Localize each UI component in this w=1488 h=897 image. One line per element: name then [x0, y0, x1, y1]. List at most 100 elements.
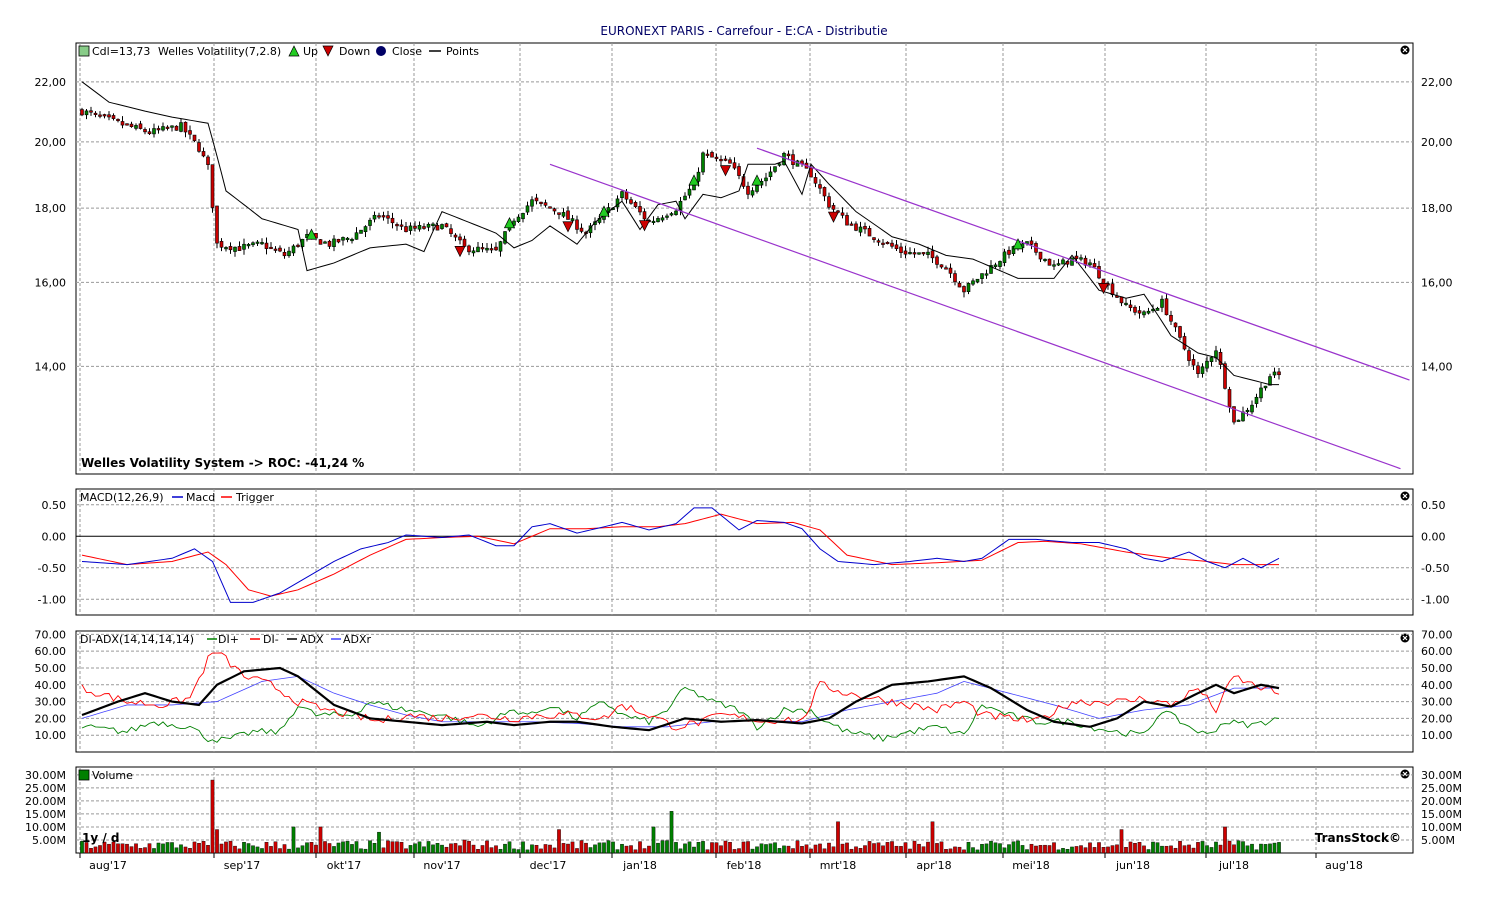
candle-body — [1052, 264, 1056, 267]
candle-body — [1137, 310, 1142, 314]
candle-body — [1074, 255, 1079, 259]
candle-body — [219, 241, 224, 248]
volume-bar — [944, 849, 948, 854]
candle-body — [282, 252, 287, 257]
adx-tick-left: 10.00 — [35, 729, 67, 742]
month-label: okt'17 — [327, 859, 361, 872]
candle-body — [395, 224, 399, 227]
candle-body — [1169, 314, 1173, 322]
candle-body — [440, 224, 444, 229]
candle — [174, 125, 179, 131]
volume-bar — [521, 841, 525, 854]
candle-body — [242, 243, 246, 250]
candles — [80, 106, 1281, 425]
candle-body — [867, 228, 872, 237]
candle-body — [350, 238, 354, 242]
candle-body — [827, 196, 831, 208]
volume-bar — [548, 844, 552, 854]
candle-body — [1088, 262, 1092, 266]
adx-tick-left: 60.00 — [35, 645, 67, 658]
volume-bar — [1151, 841, 1155, 854]
candle-body — [354, 232, 359, 240]
price-tick-left: 20,00 — [35, 136, 67, 149]
candle-body — [1178, 326, 1182, 338]
volume-bar — [84, 842, 89, 854]
candle-body — [683, 195, 687, 201]
candle — [102, 113, 107, 119]
candle-body — [786, 153, 791, 157]
candle-body — [575, 219, 579, 230]
candle — [669, 211, 674, 217]
volume-bar — [138, 848, 143, 854]
volume-bar — [507, 841, 512, 854]
volume-bar — [1065, 849, 1070, 854]
candle-body — [192, 134, 197, 141]
candle-body — [201, 151, 206, 157]
up-signal-icon — [1012, 238, 1024, 250]
candle — [768, 166, 773, 181]
down-signal-icon — [1097, 283, 1110, 295]
adx-tick-right: 20.00 — [1421, 712, 1453, 725]
volume-bar — [359, 848, 363, 854]
candle-body — [899, 246, 903, 253]
volume-bar — [395, 841, 399, 854]
volume-bar — [651, 826, 656, 854]
candle-body — [1232, 406, 1236, 423]
candle — [1056, 258, 1061, 267]
volume-tick-left: 15.00M — [25, 808, 66, 821]
candle — [336, 238, 341, 244]
volume-bar — [620, 843, 624, 854]
legend-down-icon — [322, 45, 334, 57]
candle-body — [485, 247, 489, 251]
volume-bar — [930, 821, 935, 854]
candle-body — [822, 187, 827, 197]
volume-tick-left: 5.00M — [32, 834, 66, 847]
candle — [1209, 356, 1214, 367]
candle-body — [498, 241, 503, 252]
candle-body — [399, 224, 404, 227]
candle-body — [876, 240, 881, 243]
candle-body — [471, 250, 476, 254]
candle-body — [1079, 257, 1083, 260]
candle — [161, 122, 165, 132]
candle — [197, 139, 201, 153]
candle-body — [975, 278, 980, 283]
volume-bar — [1074, 846, 1079, 854]
volume-bar — [953, 846, 957, 854]
candle — [638, 201, 642, 216]
candle-body — [1146, 310, 1151, 314]
volume-bar — [1245, 845, 1250, 854]
candle-body — [480, 247, 485, 250]
volume-bar — [404, 848, 408, 854]
month-label: apr'18 — [916, 859, 951, 872]
down-signal-icon — [719, 165, 732, 177]
candle-body — [750, 190, 755, 196]
candle-body — [638, 206, 642, 213]
volume-bar — [1182, 845, 1187, 854]
candle-body — [723, 158, 728, 161]
candle-body — [278, 247, 282, 252]
candle-body — [764, 177, 768, 182]
candle-body — [93, 112, 98, 115]
candle-body — [1196, 365, 1200, 374]
candle — [359, 229, 363, 234]
volume-bar — [1254, 849, 1259, 854]
candle — [944, 265, 948, 270]
candle-body — [782, 153, 786, 166]
candle — [471, 247, 476, 257]
candle — [345, 236, 350, 243]
candle-body — [98, 114, 102, 117]
candle — [417, 221, 422, 232]
candle-body — [332, 238, 336, 247]
candle — [813, 173, 818, 188]
volume-bar — [759, 843, 764, 854]
volume-bar — [192, 841, 197, 854]
trigger-line — [81, 513, 1279, 597]
volume-bar — [674, 842, 678, 854]
macd-line — [81, 507, 1280, 603]
candle — [750, 187, 755, 198]
volume-bar — [1236, 840, 1241, 854]
candle — [480, 242, 485, 253]
candle-body — [228, 246, 233, 251]
volume-bar — [741, 841, 746, 854]
